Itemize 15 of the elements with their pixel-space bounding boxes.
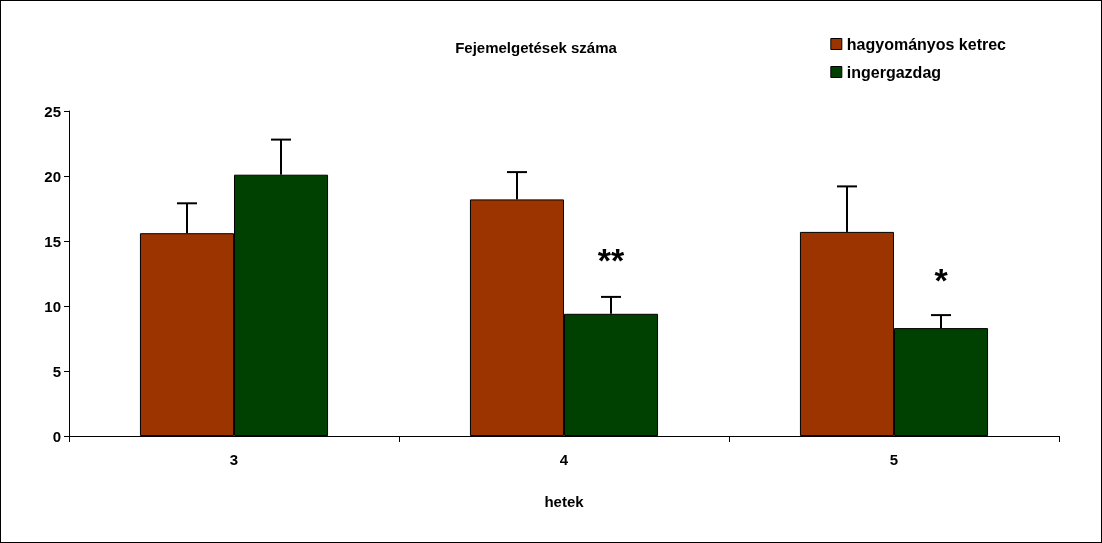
y-tick-label: 15 [44,232,61,250]
legend-label: ingergazdag [846,63,942,81]
x-tick-label: 3 [229,451,239,468]
y-tick-label: 20 [44,167,61,185]
annotation: * [934,260,949,299]
y-tick-label: 0 [52,427,61,445]
x-axis-title: hetek [544,493,585,510]
y-tick-label: 10 [44,297,61,315]
x-tick-label: 5 [889,451,899,468]
legend-label: hagyományos ketrec [846,35,1007,53]
chart-title: Fejemelgetések száma [455,39,618,56]
x-tick-label: 4 [559,451,569,468]
annotation: ** [597,241,626,280]
y-tick-label: 5 [52,362,61,380]
y-tick-label: 25 [44,102,61,120]
